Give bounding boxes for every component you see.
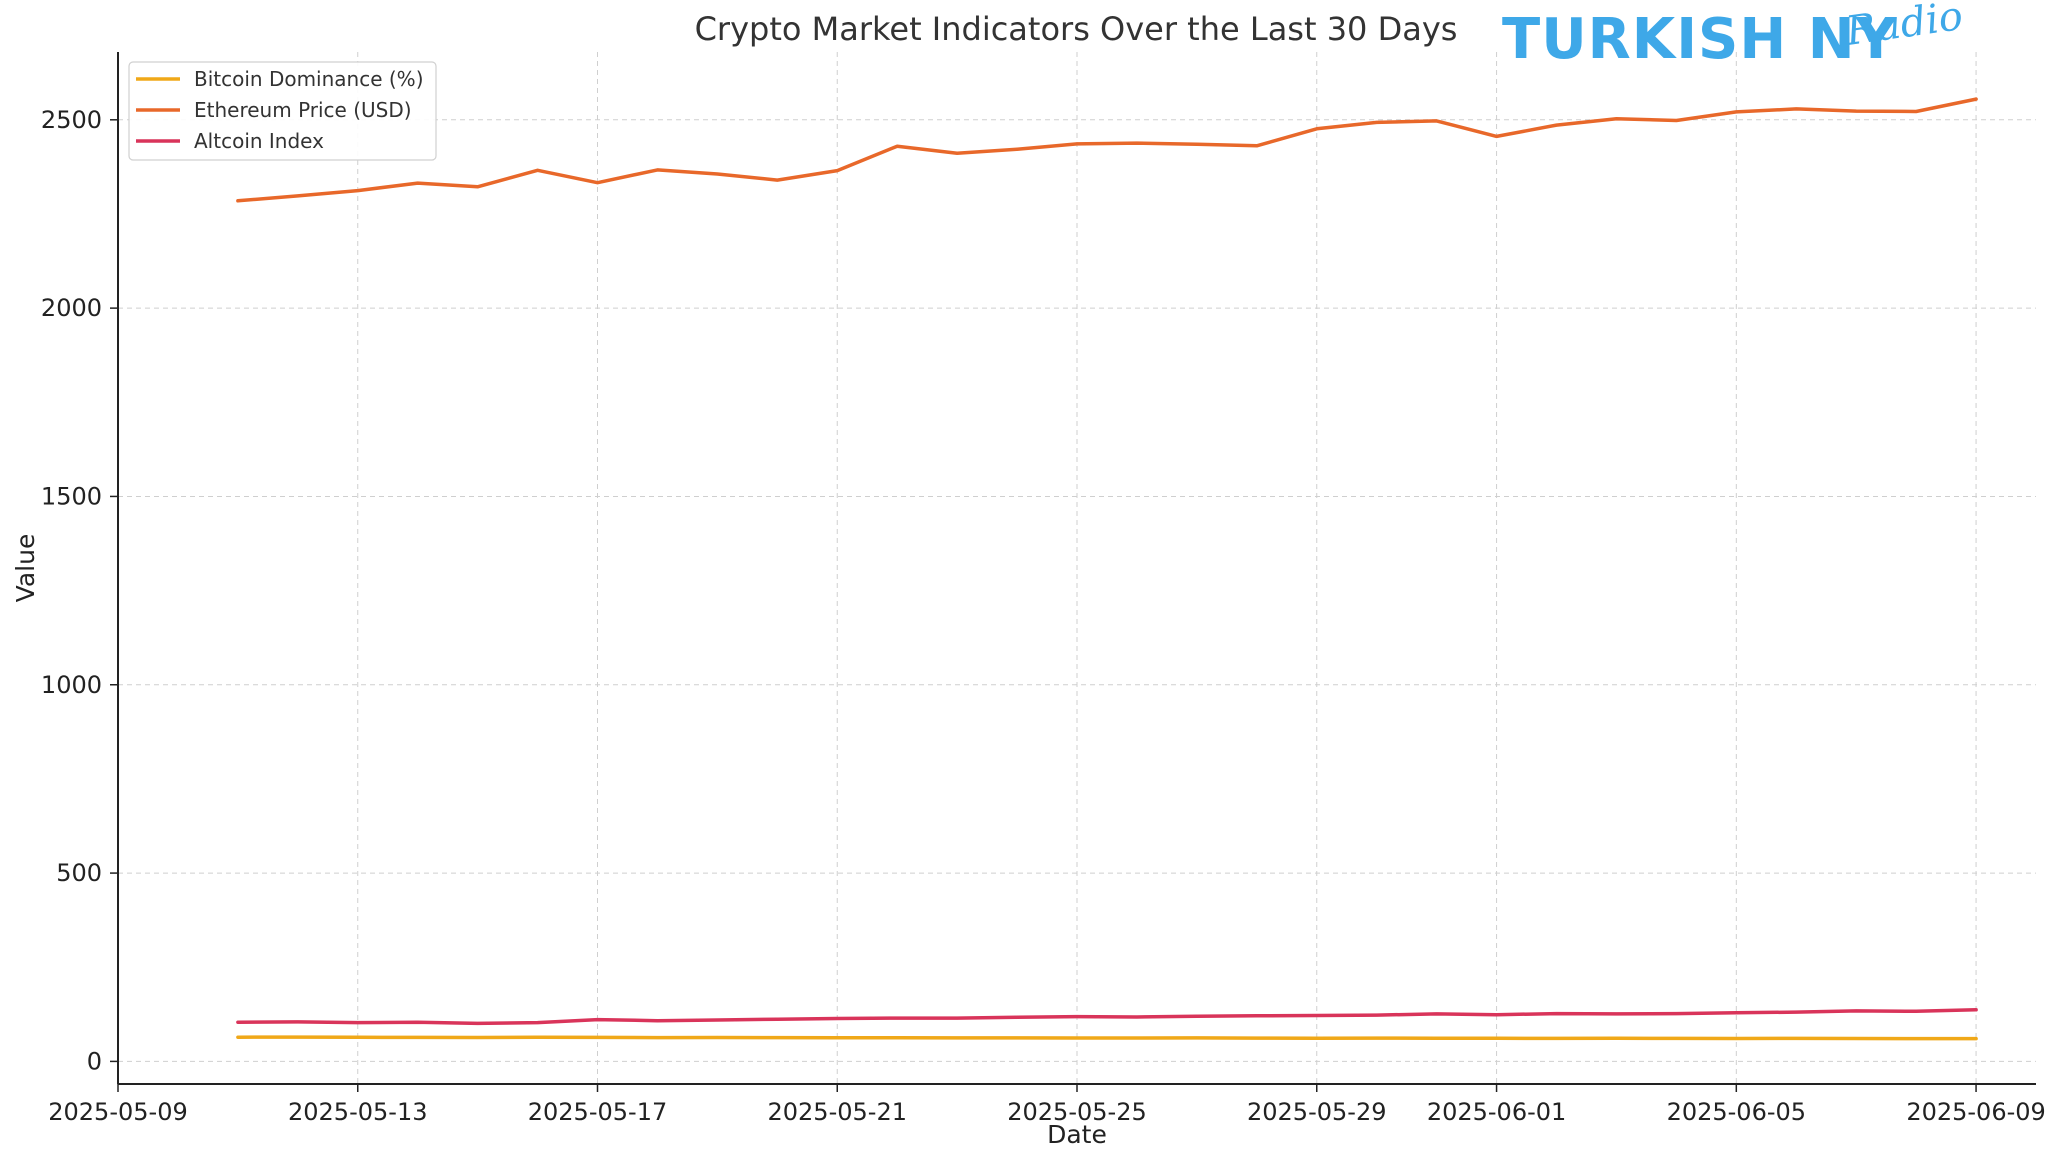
y-tick-label: 0	[87, 1047, 102, 1075]
y-tick-label: 1000	[41, 671, 102, 699]
y-tick-label: 500	[56, 859, 102, 887]
legend-label: Ethereum Price (USD)	[194, 98, 412, 122]
grid	[117, 52, 2036, 1084]
legend-label: Altcoin Index	[194, 129, 324, 153]
x-tick-label: 2025-05-17	[528, 1098, 667, 1126]
y-tick-label: 2500	[41, 106, 102, 134]
legend-box	[128, 61, 437, 161]
x-axis-label: Date	[1047, 1120, 1107, 1149]
legend-label: Bitcoin Dominance (%)	[194, 67, 424, 91]
x-tick-label: 2025-05-21	[768, 1098, 907, 1126]
logo-main-text: TURKISH NY	[1502, 7, 1898, 72]
x-tick-label: 2025-06-01	[1427, 1098, 1566, 1126]
logo-watermark: TURKISH NY Radio	[1502, 0, 1966, 72]
series-line-2	[236, 1008, 1978, 1026]
plot-series	[236, 97, 1978, 1041]
chart-title: Crypto Market Indicators Over the Last 3…	[695, 10, 1458, 48]
y-axis-label: Value	[11, 534, 40, 603]
series-line-0	[236, 1035, 1978, 1041]
y-ticks: 0 500 1000 1500 2000 2500	[41, 106, 118, 1075]
x-tick-label: 2025-06-05	[1667, 1098, 1806, 1126]
legend: Bitcoin Dominance (%) Ethereum Price (USD…	[128, 61, 437, 161]
logo-script-text: Radio	[1842, 0, 1966, 55]
y-tick-label: 2000	[41, 294, 102, 322]
x-ticks: 2025-05-09 2025-05-13 2025-05-17 2025-05-21…	[48, 1084, 2046, 1126]
x-tick-label: 2025-05-09	[48, 1098, 187, 1126]
series-line-1	[236, 97, 1978, 203]
x-tick-label: 2025-05-25	[1007, 1098, 1146, 1126]
x-tick-label: 2025-05-29	[1247, 1098, 1386, 1126]
x-tick-label: 2025-06-09	[1906, 1098, 2045, 1126]
x-tick-label: 2025-05-13	[288, 1098, 427, 1126]
y-tick-label: 1500	[41, 482, 102, 510]
